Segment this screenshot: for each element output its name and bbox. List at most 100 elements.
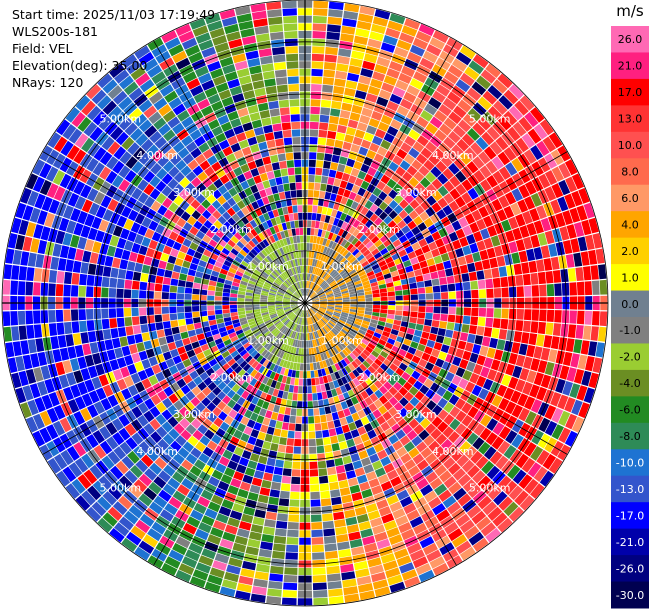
range-gate [209,567,225,579]
range-gate [190,188,201,199]
range-gate [355,286,364,291]
range-gate [295,282,300,290]
range-gate [73,442,87,457]
range-gate [376,499,389,510]
range-gate [529,208,540,222]
range-gate [91,89,107,105]
range-gate [207,440,218,451]
range-gate [377,449,388,460]
range-gate [33,324,43,338]
range-gate [275,307,283,310]
range-gate [89,126,103,142]
range-gate [286,160,294,168]
range-gate [496,384,508,397]
range-gate [483,446,497,460]
range-gate [102,512,118,527]
range-gate [366,270,375,277]
range-gate [504,340,513,352]
range-gate [302,265,305,273]
range-gate [380,114,393,126]
range-gate [408,418,419,429]
range-gate [433,446,446,458]
range-gate [464,446,477,459]
range-gate [342,294,350,298]
nrays-label: NRays: 120 [12,75,84,90]
range-gate [284,407,291,415]
range-gate [328,278,335,285]
range-gate [179,406,190,417]
range-gate [468,60,484,75]
range-gate [438,351,448,361]
range-gate [230,118,242,128]
range-gate [298,348,302,356]
range-gate [342,326,350,333]
range-gate [519,225,530,238]
range-gate [277,390,284,399]
range-gate [256,243,264,252]
range-gate [193,91,207,104]
range-gate [326,565,340,575]
range-gate [518,343,528,356]
range-gate [158,470,171,483]
range-gate [404,135,416,147]
range-gate [230,478,242,488]
range-gate [480,414,492,427]
range-gate [207,310,215,316]
range-gate [296,340,300,348]
colorbar-tick-label: -10.0 [616,457,644,470]
range-gate [296,363,301,371]
range-gate [341,172,350,182]
range-gate [459,546,476,561]
range-gate [230,312,238,317]
range-gate [255,318,263,323]
range-gate [222,449,233,460]
range-gate [348,288,356,293]
range-gate [237,107,249,118]
range-gate [360,68,374,78]
range-gate [439,123,452,136]
range-gate [361,457,372,467]
range-gate [189,242,199,251]
range-gate [385,342,394,350]
range-gate [443,136,456,149]
range-gate [364,369,373,378]
range-gate [143,256,153,266]
range-gate [394,285,402,291]
range-gate [438,227,448,238]
range-gate [252,299,260,302]
range-gate [371,285,379,291]
range-gate [82,343,92,356]
range-gate [181,556,198,569]
range-gate [295,308,301,314]
range-gate [448,64,463,78]
range-gate [22,205,34,221]
range-gate [402,424,413,435]
range-gate [249,65,262,75]
range-gate [431,348,440,358]
range-gate [195,441,206,453]
range-gate [217,195,227,205]
range-gate [217,480,230,492]
range-gate [287,68,299,77]
range-gate [391,224,401,234]
range-gate [341,571,356,581]
range-gate [148,111,162,125]
range-gate [30,238,40,253]
range-gate [358,146,369,156]
range-gate [398,362,408,372]
range-gate [319,475,329,484]
range-gate [341,311,349,316]
range-gate [211,396,222,406]
range-gate [281,283,288,290]
range-gate [338,319,346,325]
range-gate [283,297,291,301]
range-gate [281,375,288,384]
range-gate [333,326,341,333]
range-gate [333,273,341,280]
range-gate [338,48,352,58]
range-gate [501,287,509,298]
range-gate [288,244,293,253]
range-gate [256,254,264,262]
range-gate [306,235,311,243]
range-gate [401,284,410,290]
